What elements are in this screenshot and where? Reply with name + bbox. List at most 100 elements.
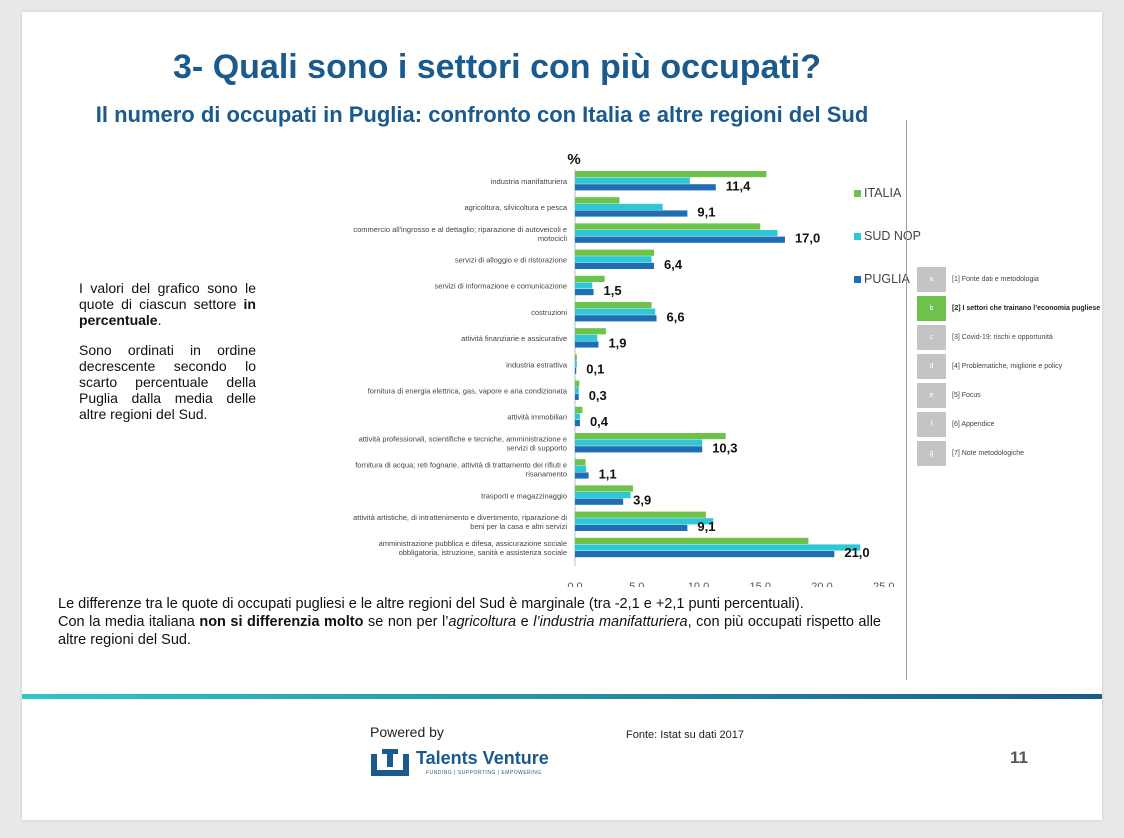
nav-badge: f [917,412,946,437]
bar-puglia [575,420,580,427]
bar-sud-nop [575,256,652,263]
bar-sud-nop [575,361,577,368]
brand-name: Talents Venture [416,748,549,768]
category-label: agricoltura, silvicoltura e pesca [464,203,567,212]
bar-sud-nop [575,492,631,499]
legend-label: SUD NOP [864,229,921,243]
bar-italia [575,511,706,518]
data-label: 6,6 [667,309,685,324]
data-label: 0,4 [590,414,609,429]
data-label: 0,3 [589,388,607,403]
bar-italia [575,380,580,387]
nav-label: [1] Fonte dati e metodologia [952,276,1039,283]
category-label: servizi di informazione e comunicazione [434,282,567,291]
bar-puglia [575,210,688,217]
nav-item-settori[interactable]: b [2] I settori che trainano l’economia p… [917,296,1102,321]
section-nav: a [1] Fonte dati e metodologia b [2] I set… [917,267,1102,470]
nav-label: [2] I settori che trainano l’economia pu… [952,305,1101,312]
category-label: amministrazione pubblica e difesa, assic… [379,539,567,557]
page-title: 3- Quali sono i settori con più occupati… [173,48,821,86]
conclusion-text: Le differenze tra le quote di occupati p… [58,595,881,649]
bar-puglia [575,367,577,374]
bar-sud-nop [575,177,690,184]
data-label: 9,1 [697,205,715,220]
bar-puglia [575,446,703,453]
bar-sud-nop [575,203,663,210]
category-label: fornitura di energia elettrica, gas, vap… [368,387,568,396]
data-label: 11,4 [726,178,751,193]
x-tick-label: 10,0 [688,581,709,587]
bar-sud-nop [575,387,579,394]
legend-swatch [854,233,861,240]
x-tick-label: 15,0 [750,581,771,587]
bar-italia [575,328,606,335]
data-label: 6,4 [664,257,683,272]
data-label: 3,9 [633,493,651,508]
source-note: Fonte: Istat su dati 2017 [626,729,745,741]
bar-sud-nop [575,518,714,525]
bar-sud-nop [575,413,580,420]
bar-puglia [575,184,716,191]
explanation-paragraph-2: Sono ordinati in ordine decrescente seco… [79,342,256,422]
bar-puglia [575,315,657,322]
bar-sud-nop [575,334,598,341]
nav-item-fonte[interactable]: a [1] Fonte dati e metodologia [917,267,1102,292]
category-label: commercio all'ingrosso e al dettaglio; r… [353,225,567,243]
data-label: 17,0 [795,231,820,246]
talents-venture-logo-icon [371,749,409,776]
data-label: 21,0 [844,545,869,560]
bar-sud-nop [575,439,703,446]
x-tick-label: 25,0 [873,581,894,587]
category-label: attività professionali, scientifiche e t… [359,434,567,452]
nav-badge: b [917,296,946,321]
bar-italia [575,459,586,466]
category-label: industria estrattiva [506,360,568,369]
nav-badge: d [917,354,946,379]
nav-label: [5] Focus [952,392,981,399]
powered-by-label: Powered by [370,724,444,740]
legend-label: ITALIA [864,186,902,200]
brand-logo: Talents Venture FUNDING | SUPPORTING | E… [370,746,570,780]
bar-puglia [575,393,579,400]
bar-italia [575,406,583,413]
nav-badge: e [917,383,946,408]
bar-chart: % industria manifatturiera 11,4 agricoltura… [353,151,921,587]
conclusion-line-2: Con la media italiana non si differenzia… [58,614,882,648]
legend-swatch [854,276,861,283]
category-label: fornitura di acqua; reti fognarie, attiv… [355,461,567,479]
category-label: costruzioni [531,308,567,317]
nav-item-focus[interactable]: e [5] Focus [917,383,1102,408]
bar-sud-nop [575,465,587,472]
bar-sud-nop [575,308,656,315]
bar-puglia [575,262,655,269]
x-tick-label: 20,0 [811,581,832,587]
bar-italia [575,171,767,178]
bar-italia [575,275,605,282]
category-label: industria manifatturiera [491,177,568,186]
category-label: trasporti e magazzinaggio [481,491,567,500]
bar-puglia [575,551,835,558]
x-tick-label: 5,0 [629,581,644,587]
nav-badge: a [917,267,946,292]
nav-item-appendice[interactable]: f [6] Appendice [917,412,1102,437]
bar-puglia [575,472,589,479]
bar-italia [575,485,634,492]
data-label: 1,5 [604,283,622,298]
bar-puglia [575,524,688,531]
bar-puglia [575,289,594,296]
brand-tagline: FUNDING | SUPPORTING | EMPOWERING [426,770,542,776]
nav-item-problematiche[interactable]: d [4] Problematiche, migliorie e policy [917,354,1102,379]
slide: 3- Quali sono i settori con più occupati… [22,12,1102,820]
legend-swatch [854,190,861,197]
data-label: 9,1 [697,519,715,534]
nav-label: [7] Note metodologiche [952,450,1024,457]
data-label: 0,1 [586,362,604,377]
nav-item-note[interactable]: g [7] Note metodologiche [917,441,1102,466]
nav-item-covid[interactable]: c [3] Covid-19: rischi e opportunità [917,325,1102,350]
bar-sud-nop [575,230,778,237]
category-label: attività immobiliari [507,413,567,422]
bar-puglia [575,498,624,505]
bar-italia [575,223,761,230]
category-label: attività finanziarie e assicurative [461,334,567,343]
bar-italia [575,354,577,361]
